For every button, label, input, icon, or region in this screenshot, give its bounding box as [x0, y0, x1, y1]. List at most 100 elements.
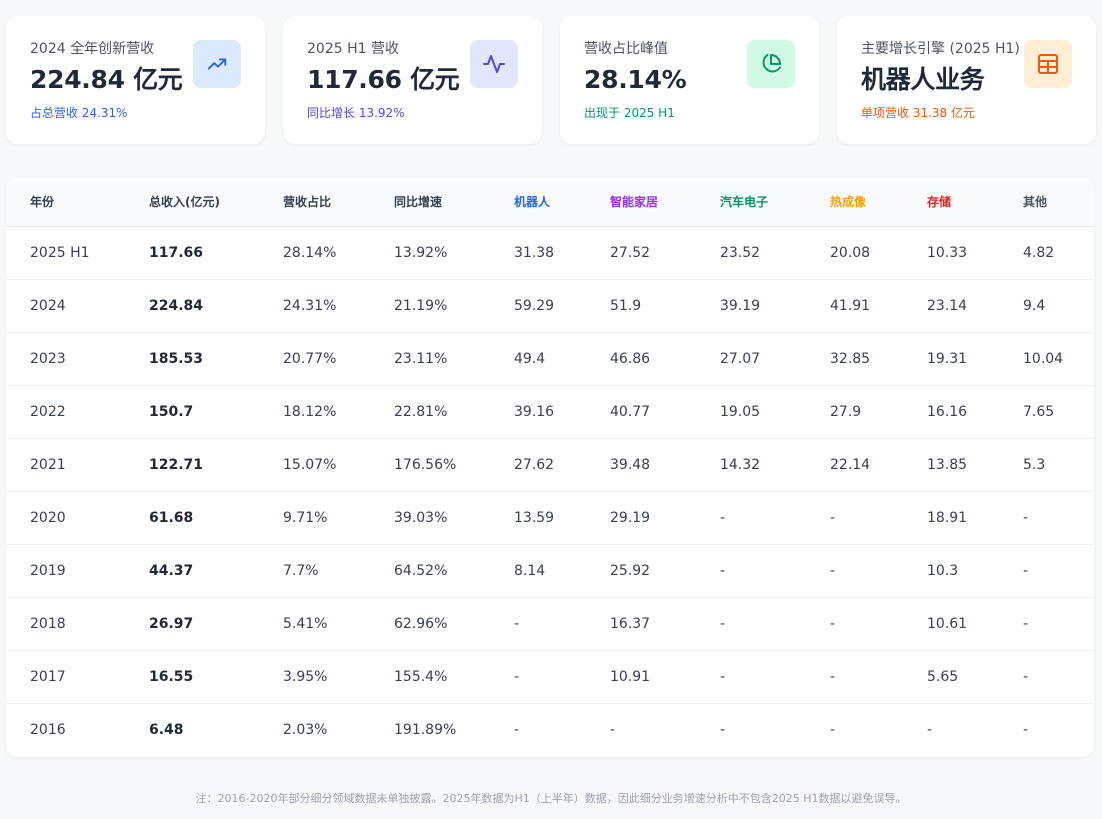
table-cell: 9.71% [283, 509, 328, 526]
table-cell: 23.52 [720, 244, 761, 261]
table-cell: 39.16 [514, 403, 555, 420]
footnote: 注：2016-2020年部分细分领域数据未单独披露。2025年数据为H1（上半年… [195, 792, 907, 805]
card-subtext: 同比增长 13.92% [307, 106, 405, 120]
table-cell: 20.08 [830, 244, 871, 261]
table-cell: 27.52 [610, 244, 651, 261]
card-value: 117.66 亿元 [307, 65, 460, 94]
table-cell: 22.14 [830, 456, 871, 473]
table-cell: 25.92 [610, 562, 651, 579]
table-cell: - [720, 509, 726, 526]
table-cell: 8.14 [514, 562, 546, 579]
table-cell: 10.3 [927, 562, 959, 579]
table-cell: 3.95% [283, 668, 328, 685]
table-cell: 2.03% [283, 721, 328, 738]
table-cell: 150.7 [149, 403, 194, 420]
table-cell: 39.48 [610, 456, 651, 473]
table-cell: 16.37 [610, 615, 651, 632]
table-cell: 155.4% [394, 668, 448, 685]
table-cell: - [514, 721, 520, 738]
table-cell: 13.85 [927, 456, 968, 473]
table-row: 2025 H1 117.66 28.14% 13.92% 31.38 27.52 23.52… [6, 226, 1094, 279]
table-cell: - [514, 668, 520, 685]
table-row: 2019 44.37 7.7% 64.52% 8.14 25.92 - - 10.3 - [6, 544, 1094, 597]
column-header: 年份 [30, 194, 55, 209]
table-row: 2018 26.97 5.41% 62.96% - 16.37 - - 10.61 - [6, 597, 1094, 650]
table-cell: - [1023, 615, 1029, 632]
table-cell: 19.31 [927, 350, 968, 367]
table-cell: 2023 [30, 350, 66, 367]
table-cell: 61.68 [149, 509, 194, 526]
table-cell: 44.37 [149, 562, 194, 579]
card-value: 机器人业务 [861, 65, 985, 94]
activity-icon [470, 40, 518, 88]
table-cell: 39.19 [720, 297, 761, 314]
table-cell: 15.07% [283, 456, 337, 473]
table-header-row: 年份 总收入(亿元) 营收占比 同比增速 机器人 智能家居 汽车电子 热成像 存储 其他 [6, 177, 1094, 226]
table-cell: 27.62 [514, 456, 555, 473]
table-cell: 2020 [30, 509, 66, 526]
card-growth-engine: 主要增长引擎 (2025 H1) 机器人业务 单项营收 31.38 亿元 [837, 16, 1096, 144]
table-cell: 24.31% [283, 297, 337, 314]
table-row: 2016 6.48 2.03% 191.89% - - - - - - [6, 703, 1094, 756]
table-cell: - [1023, 562, 1029, 579]
card-h1-revenue: 2025 H1 营收 117.66 亿元 同比增长 13.92% [283, 16, 542, 144]
table-cell: 9.4 [1023, 297, 1046, 314]
table-cell: 117.66 [149, 244, 204, 261]
card-value: 224.84 亿元 [30, 65, 183, 94]
table-cell: - [720, 721, 726, 738]
table-cell: 6.48 [149, 721, 184, 738]
table-cell: 18.91 [927, 509, 968, 526]
table-cell: - [610, 721, 616, 738]
table-cell: 41.91 [830, 297, 871, 314]
column-header: 汽车电子 [720, 194, 769, 209]
table-cell: 2017 [30, 668, 66, 685]
table-cell: 2022 [30, 403, 66, 420]
table-cell: 40.77 [610, 403, 651, 420]
table-cell: 2025 H1 [30, 244, 90, 261]
table-cell: 26.97 [149, 615, 194, 632]
table-cell: 4.82 [1023, 244, 1055, 261]
table-cell: 23.14 [927, 297, 968, 314]
table-row: 2017 16.55 3.95% 155.4% - 10.91 - - 5.65 - [6, 650, 1094, 703]
table-cell: - [720, 615, 726, 632]
column-header: 其他 [1023, 194, 1048, 209]
card-label: 主要增长引擎 (2025 H1) [861, 41, 1020, 57]
table-cell: 27.9 [830, 403, 862, 420]
table-cell: 31.38 [514, 244, 555, 261]
table-cell: 46.86 [610, 350, 651, 367]
table-cell: 59.29 [514, 297, 555, 314]
card-value: 28.14% [584, 65, 687, 94]
table-cell: 2018 [30, 615, 66, 632]
table-cell: 176.56% [394, 456, 457, 473]
data-table: 年份 总收入(亿元) 营收占比 同比增速 机器人 智能家居 汽车电子 热成像 存储 其他 2025… [6, 177, 1094, 756]
column-header: 智能家居 [610, 194, 659, 209]
table-cell: - [720, 668, 726, 685]
table-cell: - [514, 615, 520, 632]
column-header: 同比增速 [394, 194, 443, 209]
table-cell: 2016 [30, 721, 66, 738]
card-label: 2024 全年创新营收 [30, 41, 155, 57]
table-cell: - [1023, 668, 1029, 685]
table-cell: - [830, 615, 836, 632]
table-cell: 28.14% [283, 244, 337, 261]
table-cell: 14.32 [720, 456, 761, 473]
column-header: 热成像 [830, 194, 867, 209]
table-cell: 21.19% [394, 297, 448, 314]
table-cell: - [1023, 721, 1029, 738]
table-cell: 39.03% [394, 509, 448, 526]
table-cell: 185.53 [149, 350, 204, 367]
table-cell: 10.33 [927, 244, 968, 261]
table-cell: 5.41% [283, 615, 328, 632]
table-cell: 62.96% [394, 615, 448, 632]
table-cell: 32.85 [830, 350, 871, 367]
card-label: 营收占比峰值 [584, 41, 668, 57]
table-cell: 5.3 [1023, 456, 1046, 473]
table-row: 2023 185.53 20.77% 23.11% 49.4 46.86 27.07 32.8… [6, 332, 1094, 385]
table-row: 2020 61.68 9.71% 39.03% 13.59 29.19 - - 18.91 - [6, 491, 1094, 544]
table-icon [1024, 40, 1072, 88]
table-cell: 18.12% [283, 403, 337, 420]
table-cell: - [720, 562, 726, 579]
card-subtext: 占总营收 24.31% [30, 106, 128, 120]
table-row: 2024 224.84 24.31% 21.19% 59.29 51.9 39.19 41.9… [6, 279, 1094, 332]
table-cell: 10.04 [1023, 350, 1064, 367]
